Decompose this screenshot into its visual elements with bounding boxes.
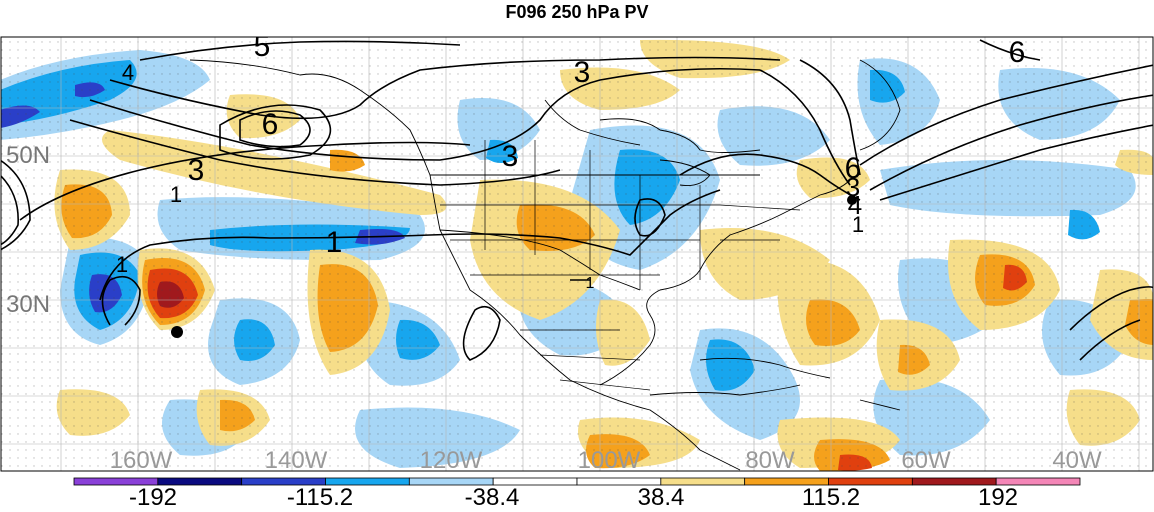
colorbar-tick-label: -192 — [128, 484, 178, 511]
coastlines — [189, 59, 901, 471]
lat-label-30n: 30N — [6, 291, 50, 318]
colorbar-swatch — [995, 477, 1081, 486]
contour-labels: 5 4 3 3 6 6 3 1 1 1 6 3 4 1 1 — [116, 36, 1026, 292]
lon-label-80w: 80W — [745, 447, 795, 472]
contour-label: 3 — [188, 154, 205, 187]
contour-label: 6 — [1009, 36, 1026, 69]
colorbar-tick-label: 192 — [977, 484, 1019, 511]
map-frame — [0, 36, 1154, 472]
contour-label: 1 — [116, 252, 128, 277]
pv-contours — [1, 39, 1153, 361]
contour-label: 1 — [586, 275, 595, 292]
contour-label: 1 — [170, 182, 182, 207]
lat-label-50n: 50N — [6, 142, 50, 169]
graticule — [1, 37, 1153, 471]
contour-label: 3 — [502, 140, 519, 173]
contour-label: 3 — [846, 172, 860, 202]
pv-map: 5 4 3 3 6 6 3 1 1 1 6 3 4 1 1 50N 30N 16… — [0, 36, 1154, 472]
contour-label: 1 — [326, 226, 343, 259]
colorbar-tick-label: 115.2 — [801, 484, 861, 511]
contour-label: 5 — [254, 36, 271, 63]
colorbar-tick-label: -38.4 — [464, 484, 520, 511]
colorbar-tick-label: -115.2 — [286, 484, 354, 511]
colorbar-tick-label: 38.4 — [637, 484, 685, 511]
lon-label-160w: 160W — [110, 447, 173, 472]
contour-label: 4 — [122, 60, 134, 85]
storm-center-marker-east — [847, 195, 857, 205]
contour-label: 6 — [262, 108, 279, 141]
contour-label: 6 — [845, 152, 862, 185]
map-title: F096 250 hPa PV — [505, 2, 649, 22]
lon-label-120w: 120W — [420, 447, 483, 472]
state-borders — [440, 140, 801, 391]
contour-label: 4 — [848, 190, 862, 220]
pv-anomaly-shading — [1, 37, 1153, 471]
lon-label-140w: 140W — [265, 447, 328, 472]
lon-label-40w: 40W — [1052, 447, 1102, 472]
lon-label-100w: 100W — [578, 447, 641, 472]
contour-label: 3 — [574, 56, 591, 89]
colorbar — [73, 477, 1081, 486]
storm-center-marker — [171, 326, 183, 338]
contour-label: 1 — [852, 212, 864, 237]
lon-label-60w: 60W — [901, 447, 951, 472]
